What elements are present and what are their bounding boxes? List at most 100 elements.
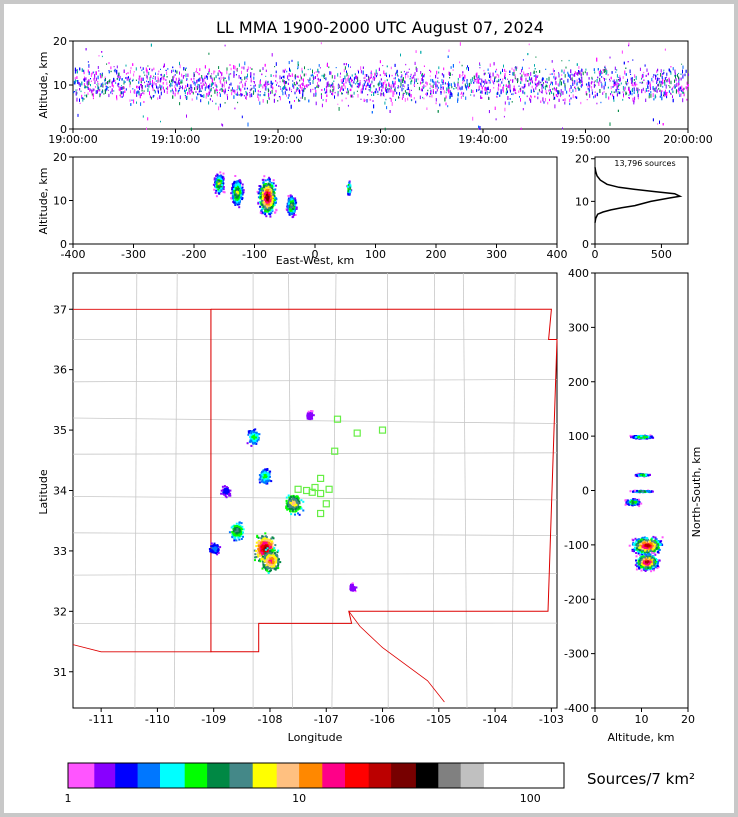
source-point <box>216 184 218 187</box>
county-line <box>72 417 558 424</box>
source-point <box>586 99 588 101</box>
source-point <box>655 78 657 80</box>
source-point <box>106 63 108 65</box>
source-point <box>121 87 123 90</box>
source-point <box>410 99 412 102</box>
source-point <box>292 204 295 207</box>
source-point <box>418 86 420 91</box>
source-point <box>646 82 648 85</box>
source-point <box>516 66 518 69</box>
source-point <box>378 87 380 91</box>
source-point <box>340 72 341 75</box>
source-point <box>407 71 409 73</box>
source-point <box>560 89 562 93</box>
source-point <box>113 90 115 92</box>
source-point <box>166 71 168 75</box>
source-point <box>548 76 550 81</box>
source-point <box>98 83 100 85</box>
source-point <box>322 99 324 101</box>
source-point <box>224 102 226 104</box>
source-point <box>202 83 204 86</box>
source-point <box>637 97 639 100</box>
source-point <box>214 82 216 86</box>
source-point <box>625 81 627 85</box>
source-point <box>211 78 213 83</box>
source-point <box>447 88 449 92</box>
source-point <box>393 77 395 80</box>
source-point <box>562 127 563 130</box>
source-point <box>206 93 208 96</box>
source-point <box>616 69 618 71</box>
source-point <box>382 92 384 97</box>
source-point <box>382 84 384 89</box>
source-point <box>271 208 274 211</box>
source-point <box>627 78 628 82</box>
source-point <box>625 91 627 96</box>
source-point <box>292 198 295 201</box>
source-point <box>242 83 243 88</box>
source-point <box>564 83 566 87</box>
source-point <box>497 87 499 91</box>
source-point <box>222 76 224 79</box>
source-point <box>411 79 413 82</box>
source-point <box>96 90 98 92</box>
source-point <box>405 73 406 76</box>
source-point <box>176 70 178 74</box>
source-point <box>591 89 593 91</box>
source-point <box>347 88 349 91</box>
source-point <box>589 84 591 88</box>
source-point <box>483 80 485 83</box>
source-point <box>574 80 576 85</box>
source-point <box>666 80 668 83</box>
source-point <box>121 78 123 81</box>
source-point <box>259 91 261 93</box>
source-point <box>421 73 423 76</box>
source-point <box>446 83 448 85</box>
source-point <box>656 80 658 84</box>
source-point <box>409 78 411 80</box>
source-point <box>678 90 680 95</box>
source-point <box>324 88 325 91</box>
source-point <box>167 86 169 91</box>
source-point <box>92 71 94 75</box>
source-point <box>238 202 241 205</box>
source-point <box>120 86 122 90</box>
source-point <box>290 198 293 201</box>
source-point <box>433 81 435 86</box>
source-point <box>263 205 266 208</box>
source-point <box>233 201 236 204</box>
source-point <box>170 82 172 86</box>
source-point <box>142 115 144 118</box>
source-point <box>448 81 449 85</box>
source-point <box>553 72 555 76</box>
source-point <box>478 85 480 90</box>
source-point <box>140 66 142 69</box>
source-point <box>146 80 148 82</box>
source-point <box>292 202 295 205</box>
source-point <box>214 181 217 184</box>
source-point <box>441 91 442 93</box>
source-point <box>263 188 266 191</box>
source-point <box>284 91 286 95</box>
source-point <box>353 81 355 84</box>
source-point <box>167 68 169 70</box>
source-point <box>217 182 220 185</box>
source-point <box>386 106 388 110</box>
time-altitude-panel: 19:00:00 19:10:00 19:20:00 19:30:00 19:40:00… <box>37 35 713 146</box>
source-point <box>79 83 81 87</box>
source-point <box>268 178 271 181</box>
source-point <box>513 69 515 72</box>
source-point <box>218 192 221 195</box>
source-point <box>163 89 165 93</box>
source-point <box>627 82 629 85</box>
source-point <box>244 76 246 80</box>
source-point <box>306 84 308 86</box>
source-point <box>222 179 225 181</box>
source-point <box>657 68 659 72</box>
source-point <box>475 73 477 78</box>
source-point <box>605 72 607 75</box>
source-point <box>553 97 555 100</box>
source-point <box>467 65 468 68</box>
histogram-line <box>594 167 683 223</box>
time-tick-label: 19:20:00 <box>253 133 302 146</box>
